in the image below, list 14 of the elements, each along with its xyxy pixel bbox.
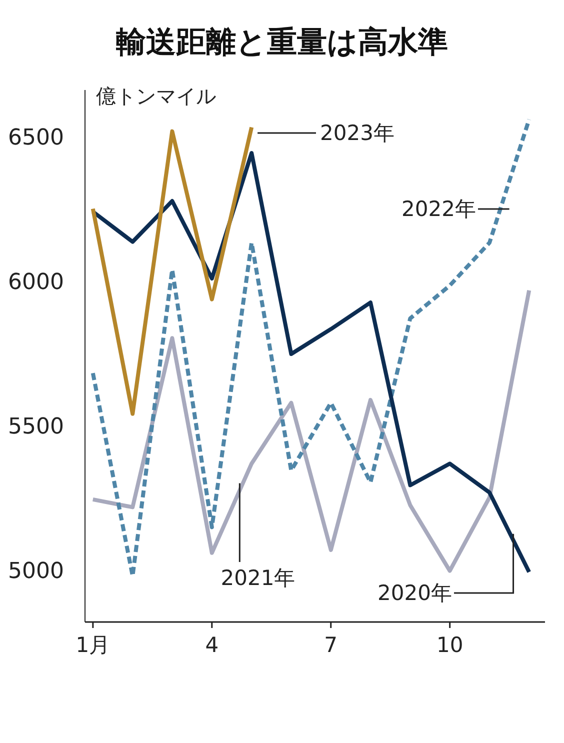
text: 2023年 bbox=[320, 121, 394, 145]
series-label: 2021年 bbox=[220, 566, 296, 590]
x-tick-label: 4 bbox=[205, 633, 219, 657]
x-tick-label: 10 bbox=[436, 633, 464, 657]
y-tick-label: 6000 bbox=[8, 270, 64, 295]
text: 2020年 bbox=[378, 581, 452, 605]
x-tick-label: 7 bbox=[324, 633, 338, 657]
y-axis-title: 億トンマイル bbox=[96, 84, 216, 108]
y-tick-label: 6500 bbox=[8, 125, 64, 150]
y-tick-label: 5500 bbox=[8, 414, 64, 440]
chart-title: 輸送距離と重量は高水準 bbox=[115, 25, 448, 60]
y-tick-label: 5000 bbox=[8, 558, 64, 584]
x-tick-label: 1月 bbox=[76, 633, 110, 657]
series-label: 2022年 bbox=[402, 197, 476, 221]
